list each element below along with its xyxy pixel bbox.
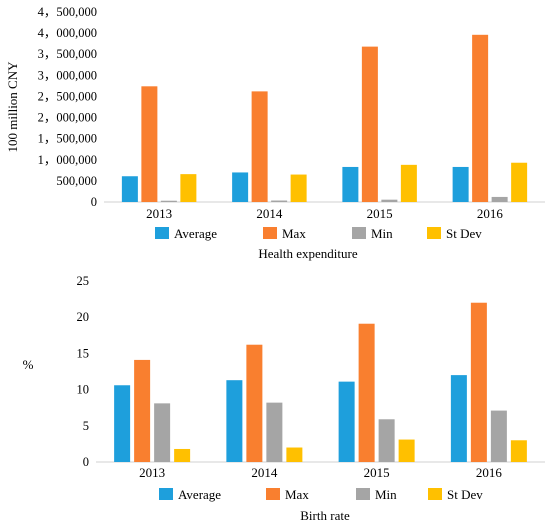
bar-min-2014	[271, 200, 288, 202]
bar-max-2013	[141, 86, 158, 202]
y-tick-label: 1，500,000	[38, 132, 97, 146]
bar-min-2013	[154, 403, 171, 462]
bar-max-2015	[358, 323, 375, 462]
legend-swatch-max	[263, 227, 277, 239]
legend-swatch-min	[356, 488, 370, 500]
bar-st-dev-2014	[290, 174, 307, 202]
y-tick-label: 0	[91, 195, 97, 209]
bar-max-2016	[472, 34, 489, 202]
legend-label: Max	[285, 487, 309, 502]
y-tick-label: 4，500,000	[38, 5, 97, 19]
bar-st-dev-2013	[174, 448, 191, 462]
legend-label: Max	[282, 226, 306, 241]
y-tick-label: 500,000	[56, 174, 97, 188]
legend-swatch-st-dev	[427, 227, 441, 239]
chart-2: 0 5 10 15 20 25% 2013 2014 2015 2016 Average Max Min…	[23, 274, 545, 523]
x-tick-label: 2016	[476, 465, 503, 480]
bar-average-2014	[232, 172, 249, 202]
bar-average-2013	[114, 385, 131, 462]
x-tick-label: 2016	[477, 206, 504, 221]
y-tick-label: 10	[77, 383, 90, 397]
legend-label: St Dev	[446, 226, 482, 241]
legend-label: Min	[371, 226, 393, 241]
chart-1: 0 500,000 1，000,000 1，500,000 2，000,000 2，500…	[5, 5, 545, 261]
bar-st-dev-2015	[398, 439, 415, 462]
bar-st-dev-2015	[400, 164, 417, 202]
bar-average-2014	[226, 380, 243, 462]
bar-st-dev-2014	[286, 447, 303, 462]
x-tick-label: 2015	[367, 206, 393, 221]
y-tick-label: 4，000,000	[38, 26, 97, 40]
x-axis-caption: Health expenditure	[258, 246, 357, 261]
y-tick-label: 2，000,000	[38, 111, 97, 125]
legend-swatch-max	[266, 488, 280, 500]
bar-average-2015	[338, 381, 355, 462]
y-tick-label: 2，500,000	[38, 89, 97, 103]
bar-st-dev-2016	[511, 162, 528, 202]
y-tick-label: 0	[83, 455, 89, 469]
bar-st-dev-2016	[510, 440, 527, 462]
bar-min-2013	[160, 200, 177, 202]
legend-swatch-st-dev	[428, 488, 442, 500]
bar-min-2015	[378, 419, 395, 462]
legend-swatch-average	[155, 227, 169, 239]
bar-average-2016	[452, 166, 469, 202]
bar-max-2014	[246, 344, 263, 462]
y-tick-label: 25	[77, 274, 90, 288]
bar-max-2014	[251, 91, 268, 202]
x-axis-caption: Birth rate	[300, 508, 350, 523]
bar-average-2013	[121, 176, 138, 202]
legend-label: Average	[178, 487, 221, 502]
y-axis-label: 100 million CNY	[5, 61, 20, 153]
bar-min-2016	[491, 196, 508, 202]
bar-max-2015	[361, 46, 378, 202]
y-tick-label: 5	[83, 419, 89, 433]
y-tick-label: 1，000,000	[38, 153, 97, 167]
y-tick-label: 20	[77, 310, 90, 324]
legend-swatch-min	[352, 227, 366, 239]
bar-average-2015	[342, 166, 359, 202]
x-tick-label: 2014	[256, 206, 283, 221]
x-tick-label: 2013	[139, 465, 165, 480]
y-axis-label: %	[23, 357, 34, 372]
bar-max-2013	[134, 359, 151, 462]
legend-label: St Dev	[447, 487, 483, 502]
legend-swatch-average	[159, 488, 173, 500]
bar-min-2015	[381, 199, 398, 202]
bar-average-2016	[450, 375, 467, 462]
bar-st-dev-2013	[180, 174, 197, 202]
legend-label: Min	[375, 487, 397, 502]
bar-min-2016	[490, 410, 507, 462]
bar-max-2016	[470, 302, 487, 462]
x-tick-label: 2015	[364, 465, 390, 480]
y-tick-label: 3，500,000	[38, 47, 97, 61]
y-tick-label: 3，000,000	[38, 68, 97, 82]
y-tick-label: 15	[77, 346, 90, 360]
legend-label: Average	[174, 226, 217, 241]
x-tick-label: 2014	[251, 465, 278, 480]
x-tick-label: 2013	[146, 206, 172, 221]
bar-min-2014	[266, 402, 283, 462]
